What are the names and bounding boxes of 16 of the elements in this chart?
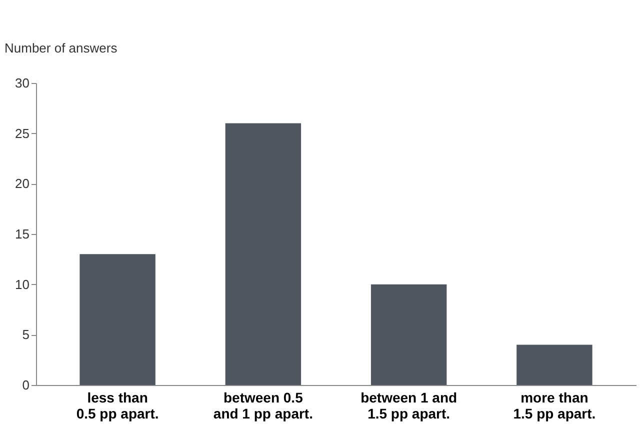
y-tick-label: 20 <box>15 176 30 192</box>
x-tick-label: between 1 and 1.5 pp apart. <box>360 390 458 422</box>
y-tick-label: 10 <box>15 276 30 292</box>
bar <box>516 344 592 385</box>
x-tick-label: less than 0.5 pp apart. <box>76 390 159 422</box>
y-axis-title: Number of answers <box>4 40 118 56</box>
bar <box>80 254 156 385</box>
bar <box>225 123 302 385</box>
y-tick-label: 15 <box>15 226 30 242</box>
x-tick-label: between 0.5 and 1 pp apart. <box>213 390 313 422</box>
y-tick-label: 0 <box>22 378 30 392</box>
y-tick-label: 5 <box>22 327 30 342</box>
y-tick-label: 30 <box>15 76 30 90</box>
bar <box>370 284 447 385</box>
x-tick-label: more than 1.5 pp apart. <box>513 390 596 422</box>
y-tick-label: 25 <box>15 126 30 141</box>
